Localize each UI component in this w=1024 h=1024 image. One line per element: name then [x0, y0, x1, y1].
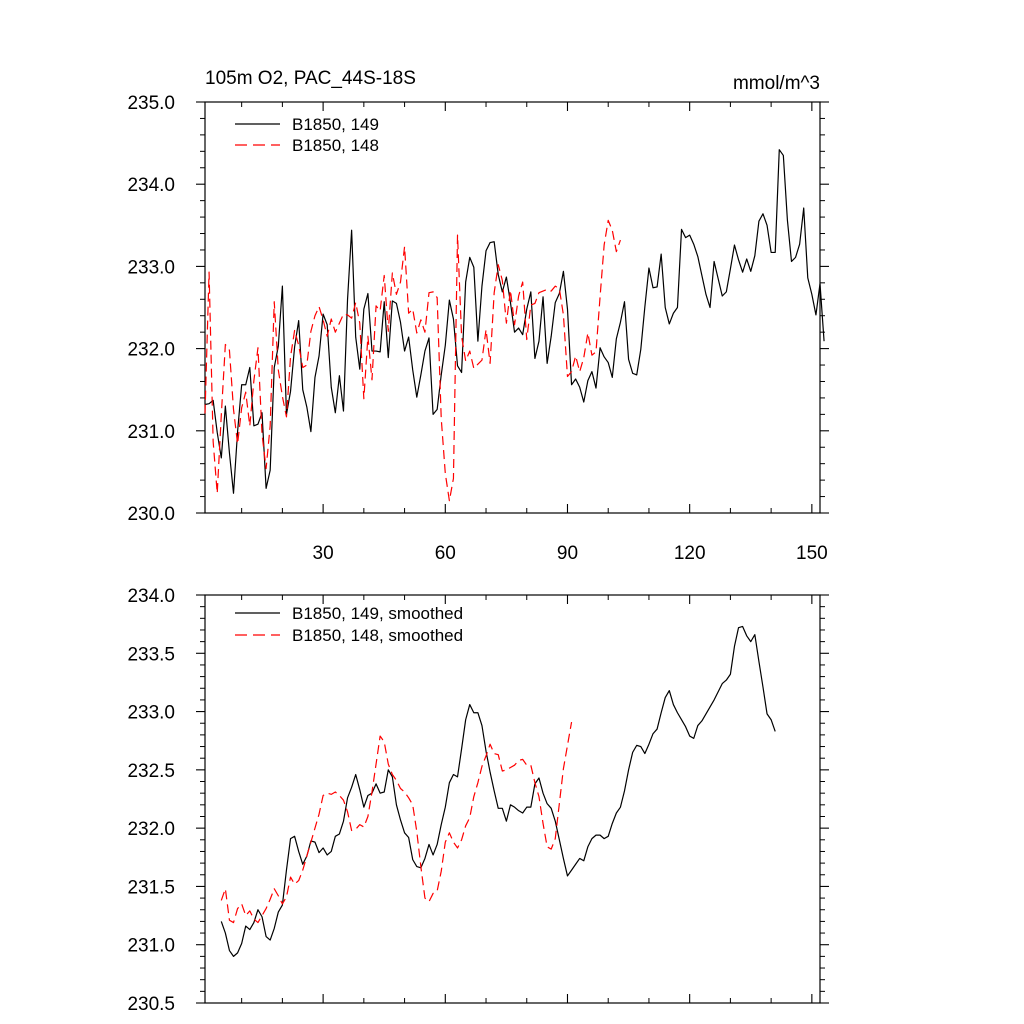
top-ytick-label-3: 233.0 [127, 257, 175, 278]
bottom-ticks: 230.5 231.0 231.5 232.0 232.5 233.0 233.5 234.0 [127, 586, 829, 1015]
top-xtick-label-120: 120 [674, 543, 706, 564]
top-ticks: 30 60 90 120 150 230.0 231.0 232.0 233.0 234.0 235… [127, 93, 829, 564]
top-legend-label-148: B1850, 148 [292, 136, 379, 155]
bottom-legend-label-148: B1850, 148, smoothed [292, 626, 463, 645]
top-series-line-1 [204, 219, 621, 502]
top-ytick-label-4: 234.0 [127, 175, 175, 196]
top-plot-frame [204, 101, 821, 514]
top-panel: 105m O2, PAC_44S-18S mmol/m^3 30 60 90 120 1… [127, 68, 829, 564]
bottom-ytick-label-2: 231.5 [127, 877, 175, 898]
top-ytick-label-5: 235.0 [127, 93, 175, 114]
top-chart-units: mmol/m^3 [733, 73, 820, 94]
bottom-series-line-0 [220, 625, 776, 957]
top-xtick-label-60: 60 [435, 543, 456, 564]
bottom-panel: 230.5 231.0 231.5 232.0 232.5 233.0 233.5 234.0… [127, 586, 829, 1015]
bottom-legend: B1850, 149, smoothed B1850, 148, smoothe… [235, 604, 463, 645]
top-xtick-label-90: 90 [557, 543, 578, 564]
top-legend-label-149: B1850, 149 [292, 115, 379, 134]
bottom-legend-label-149: B1850, 149, smoothed [292, 604, 463, 623]
bottom-ytick-label-3: 232.0 [127, 819, 175, 840]
top-chart-title: 105m O2, PAC_44S-18S [205, 68, 416, 89]
bottom-ytick-label-5: 233.0 [127, 703, 175, 724]
bottom-plot-frame [204, 594, 821, 1004]
bottom-ytick-label-0: 230.5 [127, 994, 175, 1015]
top-ytick-label-0: 230.0 [127, 504, 175, 525]
bottom-ytick-label-4: 232.5 [127, 761, 175, 782]
bottom-series-group [220, 625, 776, 957]
bottom-ytick-label-7: 234.0 [127, 586, 175, 607]
top-legend: B1850, 149 B1850, 148 [235, 115, 379, 155]
top-series-line-0 [204, 149, 825, 494]
top-series-group [204, 149, 825, 502]
top-xtick-label-150: 150 [796, 543, 828, 564]
bottom-ytick-label-6: 233.5 [127, 644, 175, 665]
top-xtick-label-30: 30 [313, 543, 334, 564]
top-ytick-label-2: 232.0 [127, 340, 175, 361]
top-ytick-label-1: 231.0 [127, 422, 175, 443]
bottom-series-line-1 [220, 721, 573, 924]
bottom-ytick-label-1: 231.0 [127, 936, 175, 957]
